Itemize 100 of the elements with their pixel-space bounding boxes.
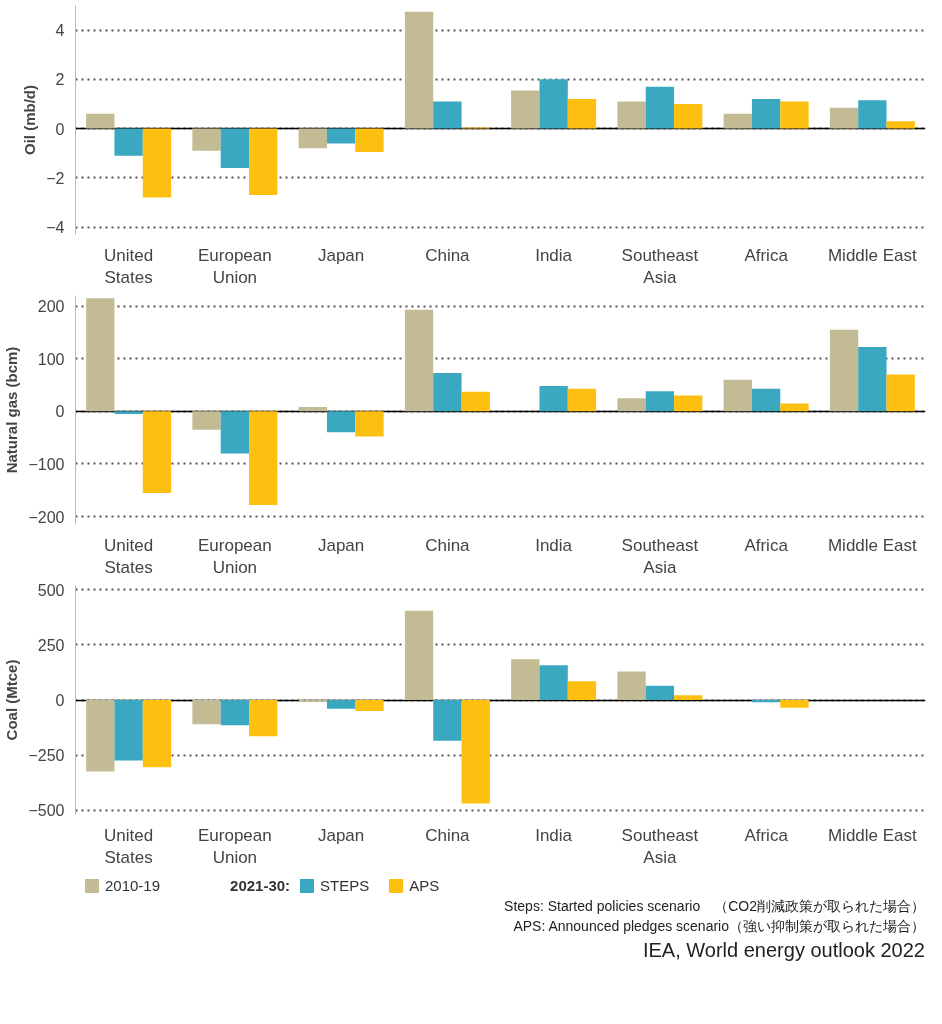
x-tick-label: European Union: [198, 535, 272, 578]
x-tick-label: Southeast Asia: [621, 245, 699, 288]
bar: [433, 101, 462, 129]
y-tick-label: 0: [55, 692, 65, 709]
x-tick-label: Middle East: [827, 535, 918, 555]
bar: [539, 665, 568, 700]
bar: [326, 411, 356, 433]
bar: [674, 695, 703, 700]
bar: [511, 659, 540, 700]
bar: [886, 121, 915, 129]
y-tick-label: −200: [28, 508, 65, 526]
bar: [404, 309, 434, 412]
y-axis-title: Coal (Mtce): [3, 659, 21, 741]
bar: [142, 128, 172, 198]
bar: [751, 99, 781, 129]
bar: [249, 700, 278, 737]
bar: [723, 113, 752, 129]
bar: [858, 100, 887, 129]
y-tick-label: 4: [55, 22, 65, 40]
bar: [780, 403, 809, 412]
bar: [114, 128, 143, 156]
x-tick-label: Africa: [744, 825, 789, 845]
bar: [220, 128, 250, 169]
y-tick-label: 500: [37, 581, 65, 599]
bar: [220, 700, 250, 726]
x-tick-label: Japan: [317, 245, 365, 265]
x-tick-label: Southeast Asia: [621, 535, 699, 578]
y-tick-label: 100: [37, 350, 65, 368]
x-tick-label: India: [535, 535, 573, 555]
legend-label: STEPS: [319, 877, 370, 894]
text: APS: Announced pledges scenario（強い抑制策が取られた場合）: [512, 917, 925, 937]
y-axis-title: Oil (mb/d): [21, 85, 39, 155]
y-tick-label: 250: [37, 636, 65, 654]
bar: [886, 374, 915, 412]
x-tick-label: China: [425, 535, 471, 555]
bar: [829, 107, 859, 129]
bar: [674, 395, 703, 412]
legend-label: APS: [408, 877, 440, 894]
bar: [645, 86, 675, 129]
bar: [142, 700, 172, 768]
x-tick-label: Southeast Asia: [621, 825, 699, 868]
bar: [220, 411, 250, 454]
bar: [433, 372, 462, 412]
bar: [86, 700, 115, 772]
bar: [433, 700, 462, 741]
y-tick-label: −2: [46, 169, 65, 187]
bar: [326, 700, 356, 709]
legend-title: 2021-30:: [230, 877, 291, 894]
bar: [461, 391, 490, 412]
bar: [751, 388, 781, 412]
y-tick-label: −100: [28, 455, 65, 473]
bar: [645, 685, 675, 700]
x-tick-label: Middle East: [827, 245, 918, 265]
x-tick-label: Japan: [317, 535, 365, 555]
y-tick-label: 0: [55, 403, 65, 421]
bar: [751, 700, 781, 703]
y-tick-label: −250: [28, 747, 65, 765]
bar: [404, 11, 434, 129]
bar: [298, 407, 327, 412]
bar: [567, 681, 597, 700]
bar: [617, 101, 646, 129]
x-tick-label: India: [535, 825, 573, 845]
y-tick-label: −4: [46, 219, 65, 237]
y-tick-label: 200: [37, 298, 65, 316]
text: Steps: Started policies scenario （CO2削減政策が取られた場合）: [503, 897, 925, 917]
x-tick-label: Africa: [744, 535, 789, 555]
bar: [249, 411, 278, 506]
bar: [539, 386, 568, 412]
x-tick-label: Africa: [744, 245, 789, 265]
bar: [326, 128, 356, 144]
bar: [86, 298, 115, 412]
y-tick-label: 2: [55, 71, 65, 89]
bar: [355, 700, 384, 712]
x-tick-label: India: [535, 245, 573, 265]
bar: [192, 128, 221, 151]
bar: [617, 671, 646, 700]
bar: [780, 700, 809, 708]
bar: [461, 700, 490, 804]
bar: [617, 398, 646, 412]
bar: [355, 411, 384, 437]
bar: [539, 79, 568, 129]
bar: [723, 379, 752, 412]
bar: [829, 329, 859, 412]
text: IEA, World energy outlook 2022: [641, 938, 925, 964]
bar: [192, 700, 221, 725]
bar: [674, 103, 703, 129]
bar: [142, 411, 172, 493]
bar: [511, 90, 540, 129]
x-tick-label: European Union: [198, 825, 272, 868]
bar: [645, 391, 675, 412]
bar: [114, 700, 143, 761]
y-axis-title: Natural gas (bcm): [3, 346, 21, 474]
bar: [355, 128, 384, 153]
x-tick-label: Japan: [317, 825, 365, 845]
bar: [86, 113, 115, 129]
bar: [249, 128, 278, 196]
bar: [114, 411, 143, 414]
bar: [567, 99, 597, 129]
x-tick-label: United States: [104, 535, 154, 578]
x-tick-label: United States: [104, 245, 154, 288]
